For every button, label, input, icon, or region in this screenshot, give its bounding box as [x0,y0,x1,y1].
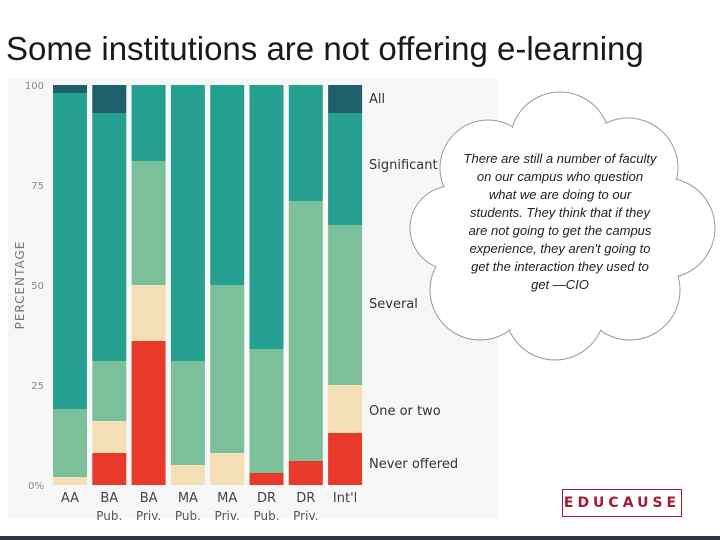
category-sublabel: Pub. [175,509,201,523]
category-sublabel: Priv. [215,509,240,523]
bar-segment-never-offered-5 [249,473,284,485]
legend-label-several: Several [369,297,418,312]
bar-segment-significant-7 [328,113,363,225]
y-tick-label: 0% [28,481,44,492]
bar-segment-significant-0 [53,93,87,409]
legend-label-never-offered: Never offered [369,457,458,472]
bar-segment-significant-3 [170,85,205,361]
bar-segment-several-2 [131,161,166,285]
bar-segment-several-0 [53,409,87,477]
slide-title: Some institutions are not offering e-lea… [6,30,644,67]
bar-segment-one-or-two-4 [210,453,245,485]
category-label: DR [296,491,315,506]
bar-segment-significant-2 [131,85,166,161]
category-label: Int'l [333,491,357,506]
bar-segment-never-offered-1 [92,453,127,485]
category-label: MA [178,491,198,506]
legend-group: Never offered One or two Several Significan… [369,92,458,472]
bar-segment-one-or-two-1 [92,421,127,453]
bar-segment-never-offered-2 [131,341,166,485]
bar-segment-all-7 [328,85,363,113]
bottom-strip [0,536,720,540]
bar-segment-several-3 [170,361,205,465]
y-tick-label: 100 [25,81,44,92]
y-ticks-group: 0% 25 50 75 100 [25,81,44,492]
category-label: DR [257,491,276,506]
bar-segment-one-or-two-2 [131,285,166,341]
bar-segment-one-or-two-3 [170,465,205,485]
cio-quote: There are still a number of faculty on o… [463,151,657,292]
bar-segment-significant-4 [210,85,245,285]
legend-label-one-or-two: One or two [369,404,441,419]
bar-segment-significant-5 [249,85,284,349]
category-label: MA [217,491,237,506]
bar-segment-never-offered-7 [328,433,363,485]
y-tick-label: 50 [31,281,44,292]
category-sublabel: Priv. [293,509,318,523]
category-label: AA [61,491,79,506]
bar-segment-significant-6 [288,85,323,201]
bar-segment-never-offered-6 [288,461,323,485]
category-sublabel: Pub. [96,509,122,523]
legend-label-significant: Significant [369,158,438,173]
category-sublabel: Priv. [136,509,161,523]
y-tick-label: 75 [31,181,44,192]
bar-segment-several-4 [210,285,245,453]
legend-label-all: All [369,92,385,107]
bar-segment-one-or-two-7 [328,385,363,433]
educause-logo: EDUCAUSE [562,489,682,517]
bar-segment-all-1 [92,85,127,113]
category-sublabel: Pub. [253,509,279,523]
bar-segment-several-6 [288,201,323,461]
bar-segment-several-5 [249,349,284,473]
bar-segment-significant-1 [92,113,127,361]
bar-segment-one-or-two-0 [53,477,87,485]
thought-cloud [409,91,716,361]
y-tick-label: 25 [31,381,44,392]
y-axis-label: PERCENTAGE [13,241,27,330]
bar-segment-several-7 [328,225,363,385]
category-label: BA [140,491,158,506]
bars-group [53,85,363,485]
bar-segment-several-1 [92,361,127,421]
category-label: BA [100,491,118,506]
category-labels-group: AA BA Pub. BA Priv. MA Pub. MA Priv. DR Pub. DR Priv… [61,491,357,523]
bar-segment-all-0 [53,85,87,93]
